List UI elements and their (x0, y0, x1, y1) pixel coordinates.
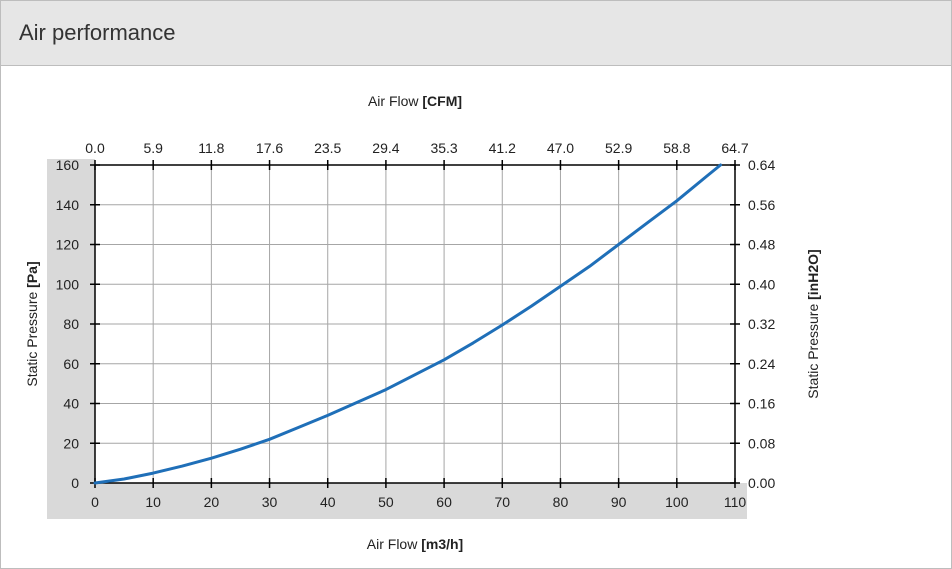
left-axis-band (47, 159, 95, 483)
x-bottom-tick-label: 60 (436, 494, 452, 510)
x-bottom-tick-label: 110 (724, 494, 747, 510)
y-right-tick-label: 0.16 (748, 396, 775, 412)
x-bottom-tick-label: 10 (145, 494, 161, 510)
y-right-tick-label: 0.48 (748, 237, 775, 253)
bottom-axis-title: Air Flow [m3/h] (367, 536, 463, 552)
x-top-tick-label: 11.8 (198, 140, 224, 156)
y-right-tick-label: 0.56 (748, 197, 775, 213)
x-top-tick-label: 17.6 (256, 140, 283, 156)
right-axis-title: Static Pressure [inH2O] (805, 249, 821, 398)
y-right-tick-label: 0.00 (748, 475, 775, 491)
y-right-tick-label: 0.32 (748, 316, 775, 332)
x-bottom-tick-label: 100 (665, 494, 689, 510)
y-left-tick-label: 20 (63, 435, 79, 451)
top-axis-title: Air Flow [CFM] (368, 93, 462, 109)
pressure-curve (93, 163, 722, 485)
x-bottom-tick-label: 30 (262, 494, 278, 510)
x-top-tick-label: 64.7 (721, 140, 748, 156)
x-bottom-tick-label: 90 (611, 494, 627, 510)
x-bottom-tick-label: 40 (320, 494, 336, 510)
bottom-axis-band (47, 483, 747, 519)
x-top-tick-label: 23.5 (314, 140, 341, 156)
y-left-tick-label: 160 (56, 157, 80, 173)
y-left-tick-label: 120 (56, 237, 80, 253)
y-left-tick-label: 80 (63, 316, 79, 332)
x-bottom-tick-label: 0 (91, 494, 99, 510)
y-left-tick-label: 60 (63, 356, 79, 372)
x-bottom-tick-label: 20 (204, 494, 220, 510)
y-right-tick-label: 0.08 (748, 435, 775, 451)
y-right-tick-label: 0.64 (748, 157, 775, 173)
x-top-tick-label: 41.2 (489, 140, 516, 156)
y-left-tick-label: 140 (56, 197, 80, 213)
x-bottom-tick-label: 70 (494, 494, 510, 510)
y-left-tick-label: 0 (71, 475, 79, 491)
x-top-tick-label: 5.9 (143, 140, 163, 156)
y-left-tick-label: 100 (56, 276, 80, 292)
air-performance-chart: 0 0.0 10 5.9 20 11.8 30 17.6 40 23.5 50 29.4 60 35.3 7… (24, 93, 821, 552)
x-bottom-tick-label: 50 (378, 494, 394, 510)
y-left-tick-label: 40 (63, 396, 79, 412)
x-top-tick-label: 52.9 (605, 140, 632, 156)
x-bottom-tick-label: 80 (553, 494, 569, 510)
x-top-tick-label: 29.4 (372, 140, 399, 156)
x-top-tick-label: 58.8 (663, 140, 690, 156)
panel-header: Air performance (1, 1, 951, 66)
left-axis-title: Static Pressure [Pa] (24, 261, 40, 386)
y-right-tick-label: 0.24 (748, 356, 775, 372)
x-top-tick-label: 47.0 (547, 140, 574, 156)
x-top-tick-label: 0.0 (85, 140, 105, 156)
x-top-tick-label: 35.3 (430, 140, 457, 156)
y-right-tick-label: 0.40 (748, 276, 775, 292)
panel-title: Air performance (19, 20, 176, 45)
